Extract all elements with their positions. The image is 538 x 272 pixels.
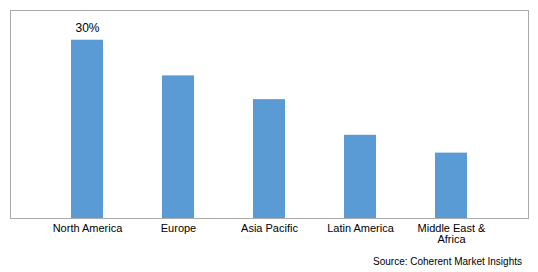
svg-text:Latin America: Latin America [327, 222, 395, 234]
svg-text:Europe: Europe [161, 222, 196, 234]
svg-text:Middle East &Africa: Middle East &Africa [418, 222, 487, 245]
svg-text:30%: 30% [75, 21, 99, 35]
svg-text:North America: North America [53, 222, 124, 234]
svg-text:Asia Pacific: Asia Pacific [241, 222, 298, 234]
html-text:Source: Coherent Market Insigh: Source: Coherent Market Insights [373, 256, 522, 267]
